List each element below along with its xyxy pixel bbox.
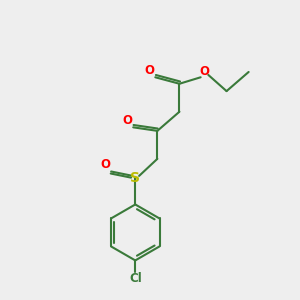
Text: S: S	[130, 171, 140, 185]
Text: O: O	[200, 65, 209, 78]
Text: O: O	[122, 114, 132, 127]
Text: O: O	[144, 64, 154, 77]
Text: O: O	[101, 158, 111, 171]
Text: Cl: Cl	[129, 272, 142, 285]
